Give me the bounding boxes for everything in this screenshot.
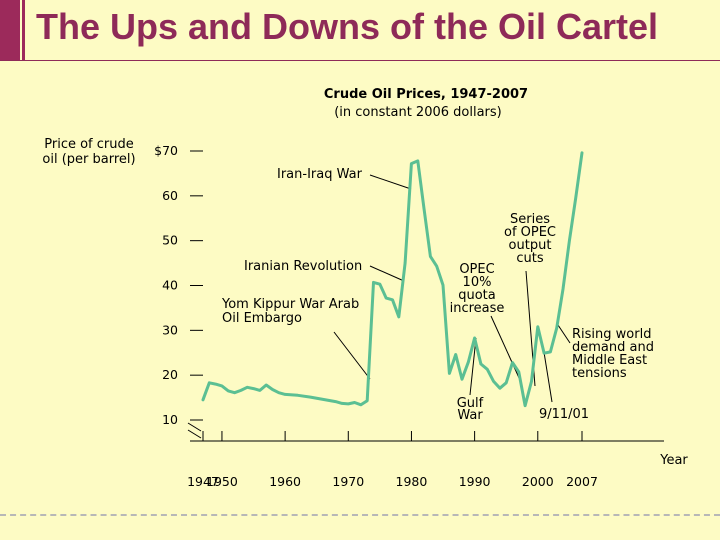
annotation-iranian-revolution-line-1: Iranian Revolution xyxy=(244,259,362,274)
y-tick-label-70: $70 xyxy=(154,143,178,158)
annotation-sept-11-line-1: 9/11/01 xyxy=(539,407,589,422)
annotation-opec-quota-line-1: OPEC xyxy=(459,262,494,277)
price-series-line xyxy=(201,151,584,408)
annotation-opec-quota-line-4: increase xyxy=(450,301,505,316)
y-tick-label-20: 20 xyxy=(162,367,178,382)
annotation-opec-cuts: Series of OPEC output cuts xyxy=(504,212,556,266)
x-tick-label-2000: 2000 xyxy=(522,474,554,489)
annotation-opec-quota-line-2: 10% xyxy=(463,275,492,290)
annotation-rising-demand: Rising world demand and Middle East tension… xyxy=(572,327,654,381)
y-tick-label-40: 40 xyxy=(162,278,178,293)
annotation-opec-cuts-line-1: Series xyxy=(510,212,550,227)
y-tick-label-50: 50 xyxy=(162,233,178,248)
annotation-iran-iraq-line-1: Iran-Iraq War xyxy=(277,167,363,182)
x-tick-label-1947: 1947 xyxy=(187,474,219,489)
title-divider xyxy=(0,60,720,61)
annotation-sept-11: 9/11/01 xyxy=(539,407,589,422)
annotation-opec-cuts-line-4: cuts xyxy=(516,251,543,266)
annotation-iran-iraq: Iran-Iraq War xyxy=(277,167,363,182)
annotation-leader-yom-kippur xyxy=(333,331,371,380)
annotation-rising-demand-line-2: demand and xyxy=(572,340,654,355)
chart-title: Crude Oil Prices, 1947-2007 xyxy=(324,87,528,102)
x-tick-label-1970: 1970 xyxy=(332,474,364,489)
annotation-leader-opec-quota xyxy=(490,315,521,381)
axis-break-mark-1 xyxy=(187,422,202,432)
x-tick-label-1950: 1950 xyxy=(206,474,238,489)
annotation-opec-cuts-line-2: of OPEC xyxy=(504,225,556,240)
chart-subtitle: (in constant 2006 dollars) xyxy=(334,105,502,120)
title-accent-bar xyxy=(0,0,20,60)
annotation-leader-gulf-war xyxy=(469,337,477,396)
annotation-yom-kippur-line-1: Yom Kippur War Arab xyxy=(221,297,359,312)
axis-break-mark-2 xyxy=(187,429,202,439)
annotation-leader-sept-11 xyxy=(542,345,553,403)
slide-title: The Ups and Downs of the Oil Cartel xyxy=(36,6,659,47)
footer-divider xyxy=(0,514,720,516)
annotation-gulf-war: Gulf War xyxy=(457,396,484,423)
annotation-opec-quota-line-3: quota xyxy=(458,288,496,303)
annotation-rising-demand-line-4: tensions xyxy=(572,366,627,381)
x-axis-label: Year xyxy=(659,453,688,468)
annotation-gulf-war-line-2: War xyxy=(457,408,483,423)
annotation-leader-iranian-revolution xyxy=(369,265,405,282)
annotation-gulf-war-line-1: Gulf xyxy=(457,396,484,411)
annotation-leader-rising-demand xyxy=(557,324,571,344)
y-tick-label-30: 30 xyxy=(162,322,178,337)
x-tick-label-2007: 2007 xyxy=(566,474,598,489)
annotation-rising-demand-line-3: Middle East xyxy=(572,353,647,368)
y-tick-label-10: 10 xyxy=(162,412,178,427)
y-axis-label-line-2: oil (per barrel) xyxy=(42,152,135,167)
x-tick-label-1980: 1980 xyxy=(396,474,428,489)
annotation-opec-quota: OPEC 10% quota increase xyxy=(450,262,505,316)
x-tick-label-1990: 1990 xyxy=(459,474,491,489)
title-accent-stripe xyxy=(22,0,25,60)
annotation-yom-kippur-line-2: Oil Embargo xyxy=(222,311,302,326)
annotation-iranian-revolution: Iranian Revolution xyxy=(244,259,362,274)
x-tick-label-1960: 1960 xyxy=(269,474,301,489)
annotation-opec-cuts-line-3: output xyxy=(509,238,552,253)
annotation-leader-iran-iraq xyxy=(369,174,412,190)
y-axis-label-line-1: Price of crude xyxy=(44,137,134,152)
y-tick-label-60: 60 xyxy=(162,188,178,203)
annotation-yom-kippur: Yom Kippur War Arab Oil Embargo xyxy=(221,297,359,326)
annotation-rising-demand-line-1: Rising world xyxy=(572,327,651,342)
